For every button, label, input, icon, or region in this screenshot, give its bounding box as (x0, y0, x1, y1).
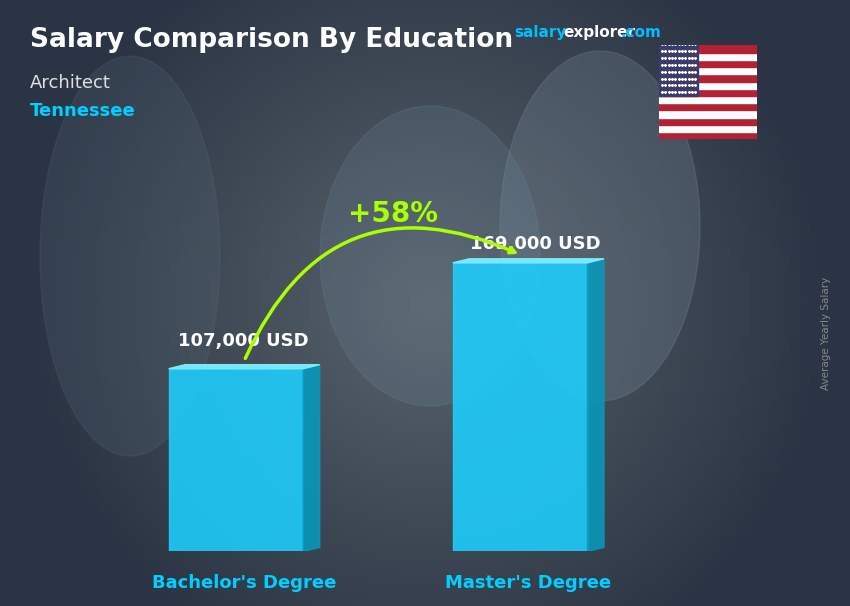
Polygon shape (587, 259, 604, 551)
Bar (659, 45, 698, 96)
Bar (659, 60, 756, 67)
Text: Architect: Architect (30, 74, 110, 92)
Text: Salary Comparison By Education: Salary Comparison By Education (30, 27, 513, 53)
Text: Bachelor's Degree: Bachelor's Degree (152, 574, 337, 592)
Text: explorer: explorer (564, 25, 636, 41)
Bar (659, 110, 756, 118)
Ellipse shape (320, 106, 540, 406)
Polygon shape (303, 365, 320, 551)
Bar (659, 96, 756, 103)
Polygon shape (168, 365, 320, 368)
Text: .com: .com (620, 25, 661, 41)
Ellipse shape (40, 56, 220, 456)
Bar (659, 103, 756, 110)
Bar (659, 82, 756, 89)
Text: 169,000 USD: 169,000 USD (470, 236, 600, 253)
Ellipse shape (500, 51, 700, 401)
Text: Tennessee: Tennessee (30, 102, 135, 120)
Text: salary: salary (514, 25, 567, 41)
Polygon shape (453, 259, 604, 263)
Text: +58%: +58% (348, 200, 438, 228)
Text: Average Yearly Salary: Average Yearly Salary (821, 277, 831, 390)
Text: Master's Degree: Master's Degree (445, 574, 611, 592)
Bar (168, 368, 303, 551)
Bar (659, 125, 756, 132)
Bar (659, 53, 756, 60)
Bar (659, 132, 756, 139)
Bar (659, 118, 756, 125)
Bar (453, 263, 587, 551)
Bar (659, 67, 756, 75)
Bar (659, 89, 756, 96)
Bar (659, 45, 756, 53)
Bar (659, 75, 756, 82)
Text: 107,000 USD: 107,000 USD (178, 332, 309, 350)
